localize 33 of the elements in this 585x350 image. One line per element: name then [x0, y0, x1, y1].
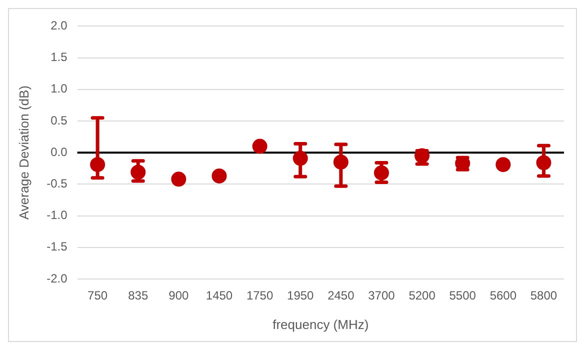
x-axis-title: frequency (MHz) [272, 316, 369, 332]
point [90, 157, 106, 172]
x-tick-label: 5600 [490, 288, 517, 303]
x-tick-label: 5200 [408, 288, 436, 303]
point [171, 172, 186, 187]
point [496, 157, 511, 172]
point [536, 155, 552, 170]
x-tick-label: 3700 [368, 288, 396, 303]
y-tick-label: 0.0 [50, 144, 68, 159]
point [292, 150, 308, 166]
point [333, 154, 348, 170]
y-tick-label: 1.0 [50, 82, 68, 96]
y-tick-label: -2.0 [46, 271, 68, 286]
y-tick-label: 2.0 [50, 18, 68, 33]
point [130, 164, 146, 180]
x-tick-label: 1450 [206, 288, 233, 303]
y-tick-label: 1.5 [50, 50, 68, 64]
x-tick-label: 900 [168, 288, 190, 303]
y-tick-label: -1.5 [46, 240, 68, 254]
x-tick-label: 5500 [449, 288, 476, 303]
y-tick-label: -0.5 [46, 176, 68, 191]
y-axis-title: Average Deviation (dB) [16, 86, 32, 220]
point [374, 165, 389, 180]
x-tick-label: 1750 [246, 288, 274, 303]
y-tick-label: 0.5 [50, 113, 68, 128]
point [212, 168, 227, 184]
y-tick-label: -1.0 [46, 208, 68, 222]
x-tick-label: 1950 [287, 288, 314, 303]
x-tick-label: 2450 [328, 288, 355, 303]
x-tick-label: 5800 [530, 288, 558, 303]
x-tick-label: 750 [88, 288, 108, 303]
point [252, 138, 268, 154]
x-tick-label: 835 [128, 288, 148, 303]
